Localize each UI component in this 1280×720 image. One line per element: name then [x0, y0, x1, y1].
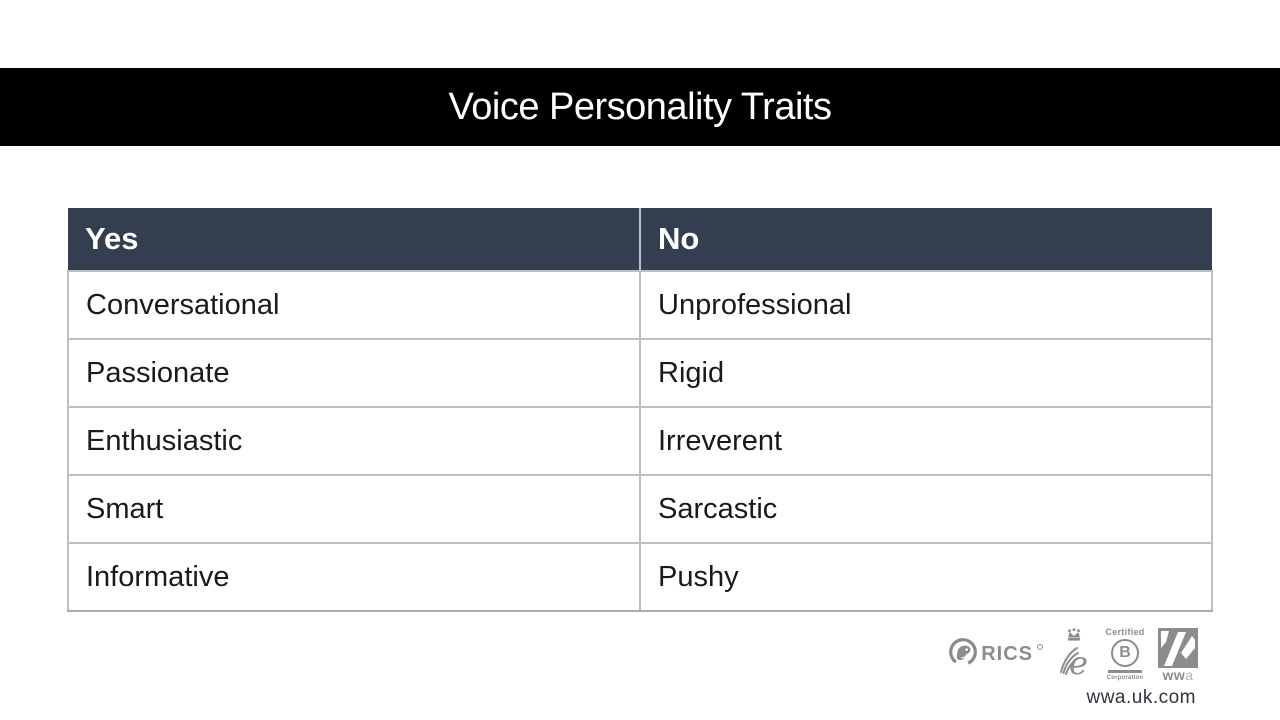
queens-award-icon: e — [1060, 628, 1088, 681]
no-trait-cell: Unprofessional — [639, 270, 1213, 340]
bcorp-logo: Certified B Corporation — [1105, 627, 1145, 681]
table-row: Conversational Unprofessional — [67, 270, 1213, 340]
rics-label: RICS — [981, 642, 1033, 665]
table-header-row: Yes No — [68, 208, 1212, 272]
wwa-ww: ww — [1162, 666, 1186, 683]
no-trait-cell: Pushy — [639, 542, 1213, 612]
rics-lion-icon — [949, 637, 978, 671]
bcorp-letter: B — [1119, 644, 1131, 662]
bcorp-underline — [1108, 670, 1142, 673]
yes-trait-cell: Smart — [67, 474, 641, 544]
wwa-logo-icon — [1158, 627, 1198, 668]
table-row: Smart Sarcastic — [67, 474, 1213, 544]
slide-title-banner: Voice Personality Traits — [0, 68, 1280, 146]
bcorp-circle-icon: B — [1111, 639, 1139, 668]
wwa-logo: wwa — [1158, 627, 1198, 683]
header-cell-yes: Yes — [68, 208, 641, 272]
logo-row: RICS e Ce — [949, 626, 1198, 682]
footer-branding: RICS e Ce — [948, 626, 1198, 709]
queens-award-logo: e — [1056, 627, 1092, 681]
wwa-wordmark: wwa — [1162, 666, 1194, 683]
no-trait-cell: Rigid — [639, 338, 1213, 408]
table-row: Informative Pushy — [67, 542, 1213, 612]
bcorp-corporation-label: Corporation — [1106, 674, 1144, 681]
svg-text:e: e — [1069, 644, 1088, 681]
website-url: wwa.uk.com — [1086, 687, 1196, 708]
yes-trait-cell: Enthusiastic — [67, 406, 641, 476]
header-cell-no: No — [639, 208, 1212, 272]
table-row: Passionate Rigid — [67, 338, 1213, 408]
yes-trait-cell: Conversational — [67, 270, 641, 340]
yes-trait-cell: Passionate — [67, 338, 641, 408]
no-trait-cell: Sarcastic — [639, 474, 1213, 544]
table-row: Enthusiastic Irreverent — [67, 406, 1213, 476]
slide-title: Voice Personality Traits — [448, 85, 832, 128]
bcorp-certified-label: Certified — [1105, 627, 1145, 638]
wwa-a: a — [1185, 666, 1194, 683]
no-trait-cell: Irreverent — [639, 406, 1213, 476]
rics-registered-icon — [1037, 643, 1043, 650]
yes-trait-cell: Informative — [67, 542, 641, 612]
rics-logo: RICS — [949, 637, 1043, 671]
voice-traits-table: Yes No Conversational Unprofessional Pas… — [67, 208, 1213, 612]
